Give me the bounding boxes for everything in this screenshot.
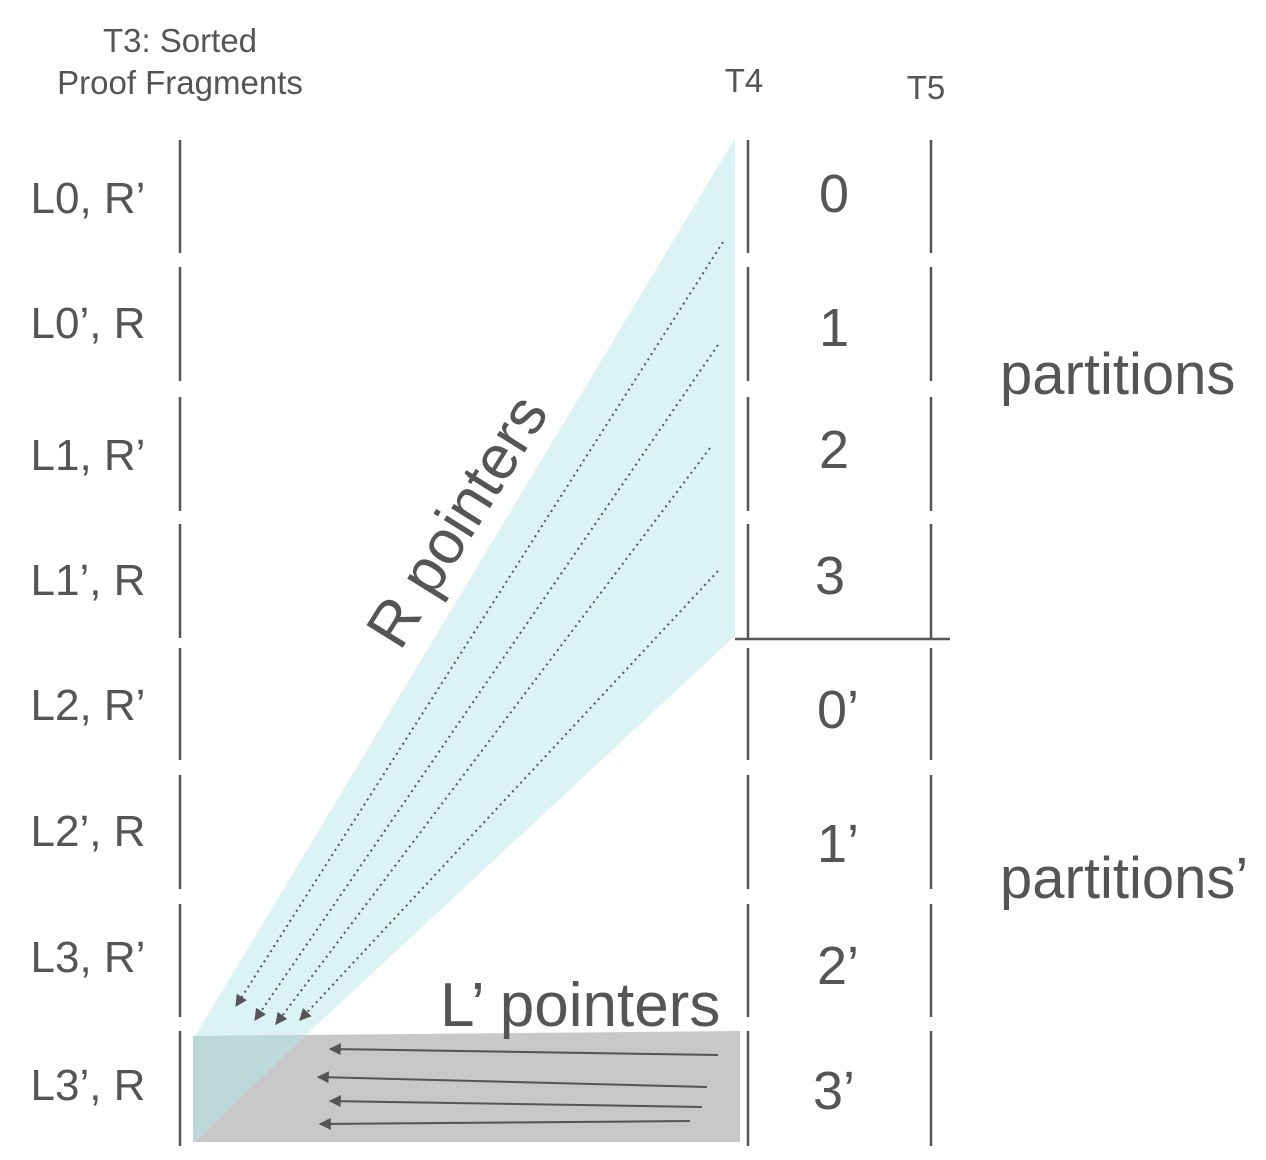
t3-header-line2: Proof Fragments: [57, 64, 303, 101]
r-pointer-arrows: [235, 241, 724, 1025]
partitions-group-label: partitions: [1000, 342, 1235, 407]
row-label: L2’, R: [31, 807, 146, 856]
row-label: L3’, R: [31, 1061, 146, 1110]
partitions-prime-group-label: partitions’: [1000, 846, 1248, 911]
row-label: L3, R’: [31, 933, 146, 982]
l-pointers-label: L’ pointers: [440, 971, 720, 1040]
partition-number: 3: [815, 546, 845, 606]
partition-number: 0’: [817, 680, 859, 740]
overlap-region: [193, 1036, 305, 1142]
partition-number: 2’: [817, 936, 859, 996]
partition-number: 2: [819, 420, 849, 480]
row-label: L2, R’: [31, 681, 146, 730]
r-pointers-region: [195, 138, 735, 1036]
partition-number: 3’: [813, 1061, 855, 1121]
partition-number: 1’: [817, 814, 859, 874]
row-label: L1, R’: [31, 431, 146, 480]
row-label: L0’, R: [31, 299, 146, 348]
t5-header: T5: [907, 69, 946, 106]
l-pointers-region: [193, 1031, 740, 1142]
l-pointer-arrows: [316, 1043, 719, 1130]
t4-header: T4: [725, 62, 764, 99]
t3-header-line1: T3: Sorted: [103, 22, 257, 59]
row-label: L1’, R: [31, 556, 146, 605]
row-label: L0, R’: [31, 174, 146, 223]
partition-number: 0: [819, 164, 849, 224]
partition-number: 1: [819, 298, 849, 358]
